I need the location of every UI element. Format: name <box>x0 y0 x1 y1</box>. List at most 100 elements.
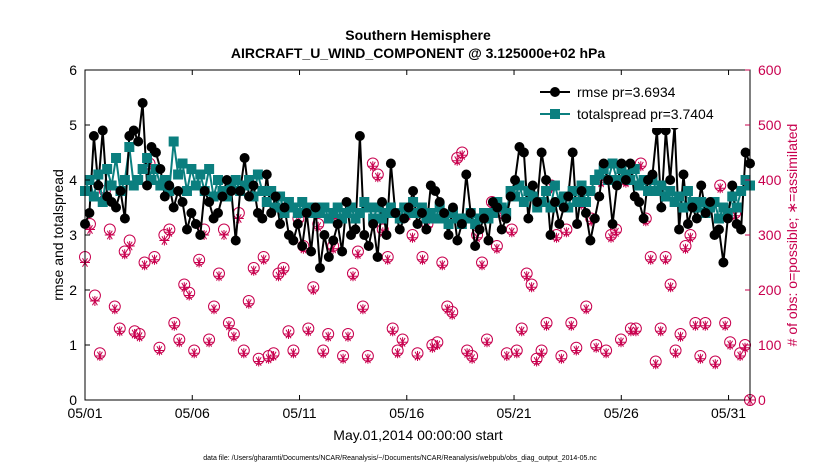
totalspread-point <box>244 175 255 185</box>
rmse-point <box>691 213 702 224</box>
x-tick-label: 05/16 <box>389 405 424 421</box>
x-tick-label: 05/06 <box>175 405 210 421</box>
rmse-point <box>456 219 467 229</box>
y-axis-left-label: rmse and totalspread <box>50 169 66 301</box>
obs-assimilated-point <box>258 254 269 265</box>
rmse-point <box>439 208 450 218</box>
rmse-point <box>297 241 308 251</box>
totalspread-point <box>479 208 489 218</box>
totalspread-point <box>541 186 552 196</box>
y-right-tick-label: 100 <box>758 337 782 353</box>
totalspread-point <box>687 197 698 207</box>
obs-assimilated-point <box>457 150 468 161</box>
obs-assimilated-point <box>447 309 458 320</box>
obs-assimilated-point <box>685 232 696 243</box>
rmse-point <box>678 169 689 180</box>
totalspread-point <box>133 175 144 185</box>
rmse-point <box>434 197 445 207</box>
rmse-point <box>394 224 405 235</box>
totalspread-point <box>674 191 685 202</box>
rmse-point <box>314 263 325 273</box>
obs-assimilated-point <box>179 282 190 293</box>
chart-title-line2: AIRCRAFT_U_WIND_COMPONENT @ 3.125000e+02… <box>231 45 605 61</box>
totalspread-point <box>545 202 556 213</box>
rmse-point <box>381 230 392 240</box>
obs-assimilated-point <box>491 243 502 254</box>
rmse-point <box>155 164 166 174</box>
obs-assimilated-point <box>516 326 527 337</box>
obs-assimilated-point <box>616 337 626 348</box>
totalspread-point <box>168 136 179 147</box>
legend-rmse-marker <box>550 87 560 97</box>
rmse-point <box>328 235 339 246</box>
legend: rmse pr=3.6934 totalspread pr=3.7404 <box>535 78 735 128</box>
y-left-tick-label: 6 <box>69 62 77 78</box>
rmse-point <box>576 186 587 196</box>
totalspread-point <box>239 180 250 191</box>
rmse-point <box>563 191 574 202</box>
obs-assimilated-point <box>194 257 205 268</box>
obs-assimilated-point <box>591 342 602 353</box>
obs-assimilated-point <box>392 348 403 359</box>
rmse-point <box>119 213 130 224</box>
rmse-point <box>323 252 334 262</box>
totalspread-point <box>727 191 738 202</box>
totalspread-point <box>186 164 197 174</box>
rmse-point <box>368 219 379 229</box>
totalspread-point <box>620 169 631 180</box>
totalspread-point <box>736 186 747 196</box>
totalspread-point <box>722 208 733 218</box>
totalspread-point <box>576 180 587 191</box>
totalspread-point <box>372 202 383 213</box>
totalspread-point <box>368 213 379 224</box>
obs-assimilated-point <box>611 227 621 238</box>
obs-assimilated-point <box>273 271 284 282</box>
rmse-point <box>377 197 388 207</box>
rmse-point <box>713 224 724 235</box>
data-file-footnote: data file: /Users/gharamti/Documents/NCA… <box>203 455 597 462</box>
totalspread-point <box>470 219 481 229</box>
totalspread-point <box>266 186 277 196</box>
rmse-point <box>186 208 197 218</box>
totalspread-point <box>487 208 498 218</box>
totalspread-point <box>416 202 427 213</box>
obs-assimilated-point <box>690 320 701 331</box>
obs-assimilated-point <box>387 326 398 337</box>
totalspread-point <box>532 202 543 213</box>
obs-assimilated-point <box>233 213 244 224</box>
totalspread-point <box>195 169 206 180</box>
totalspread-point <box>669 197 680 207</box>
totalspread-point <box>328 208 339 218</box>
y-right-tick-label: 600 <box>758 62 782 78</box>
totalspread-point <box>301 202 312 213</box>
obs-assimilated-point <box>283 329 294 339</box>
rmse-point <box>111 202 122 213</box>
obs-markers-layer <box>79 146 756 406</box>
rmse-point <box>301 208 312 218</box>
rmse-point <box>115 186 126 196</box>
rmse-point <box>656 202 667 213</box>
totalspread-point <box>585 186 596 196</box>
obs-assimilated-point <box>506 227 517 238</box>
totalspread-point <box>213 175 223 185</box>
rmse-point <box>177 197 188 207</box>
rmse-point <box>589 213 600 224</box>
obs-assimilated-point <box>715 183 726 194</box>
rmse-point <box>447 202 458 213</box>
rmse-point <box>638 213 649 224</box>
obs-assimilated-point <box>223 320 234 331</box>
totalspread-point <box>363 202 374 213</box>
rmse-point <box>221 175 232 185</box>
obs-assimilated-point <box>531 356 542 367</box>
totalspread-point <box>314 208 325 218</box>
rmse-point <box>727 180 738 191</box>
totalspread-point <box>359 197 370 207</box>
totalspread-point <box>629 164 640 174</box>
rmse-point <box>567 147 578 158</box>
axis-ticks-layer: 05/01 05/06 05/11 05/16 05/21 05/26 05/31 0 1 2 3 4… <box>67 62 781 421</box>
totalspread-point <box>523 186 534 196</box>
rmse-point <box>674 224 685 235</box>
y-axis-right-label: # of obs: o=possible; ∗=assimilated <box>784 124 800 347</box>
rmse-point <box>572 219 583 229</box>
obs-assimilated-point <box>343 331 353 342</box>
